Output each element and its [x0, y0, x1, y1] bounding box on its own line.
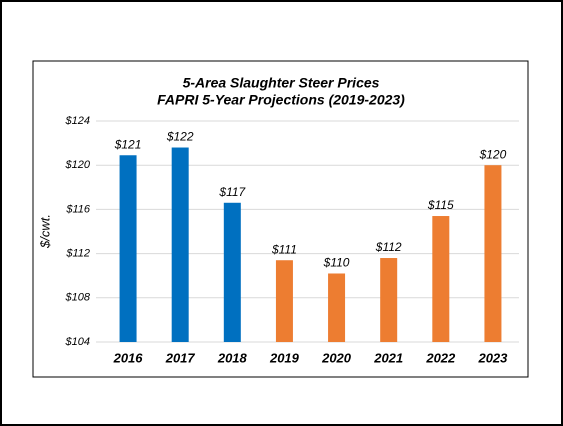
bar [223, 202, 241, 342]
data-label: $110 [323, 256, 350, 270]
bar [328, 273, 346, 342]
bar [432, 216, 450, 342]
x-tick-label: 2023 [477, 350, 508, 365]
y-tick-label: $104 [65, 336, 90, 348]
y-tick-label: $120 [65, 159, 91, 171]
y-axis-label: $/cwt. [37, 214, 52, 249]
x-tick-label: 2016 [113, 350, 144, 365]
data-label: $121 [114, 137, 142, 151]
data-label: $120 [479, 147, 507, 161]
data-label: $117 [218, 185, 246, 199]
y-tick-label: $124 [65, 115, 90, 127]
chart-title: 5-Area Slaughter Steer Prices [183, 75, 380, 91]
x-tick-label: 2017 [165, 350, 196, 365]
data-label: $112 [375, 240, 402, 254]
x-tick-label: 2021 [373, 350, 403, 365]
chart-title: FAPRI 5-Year Projections (2019-2023) [157, 92, 405, 108]
x-tick-label: 2022 [425, 350, 456, 365]
y-tick-label: $108 [65, 292, 91, 304]
x-tick-label: 2018 [217, 350, 248, 365]
x-tick-label: 2020 [321, 350, 352, 365]
x-tick-label: 2019 [269, 350, 300, 365]
bar [275, 260, 293, 342]
data-label: $115 [427, 198, 454, 212]
bar [171, 147, 189, 342]
bar [119, 155, 137, 342]
data-label: $111 [271, 242, 297, 256]
bar [380, 258, 398, 342]
data-label: $122 [166, 130, 194, 144]
y-tick-label: $112 [65, 248, 90, 260]
y-tick-label: $116 [65, 203, 91, 215]
bar [484, 165, 502, 342]
